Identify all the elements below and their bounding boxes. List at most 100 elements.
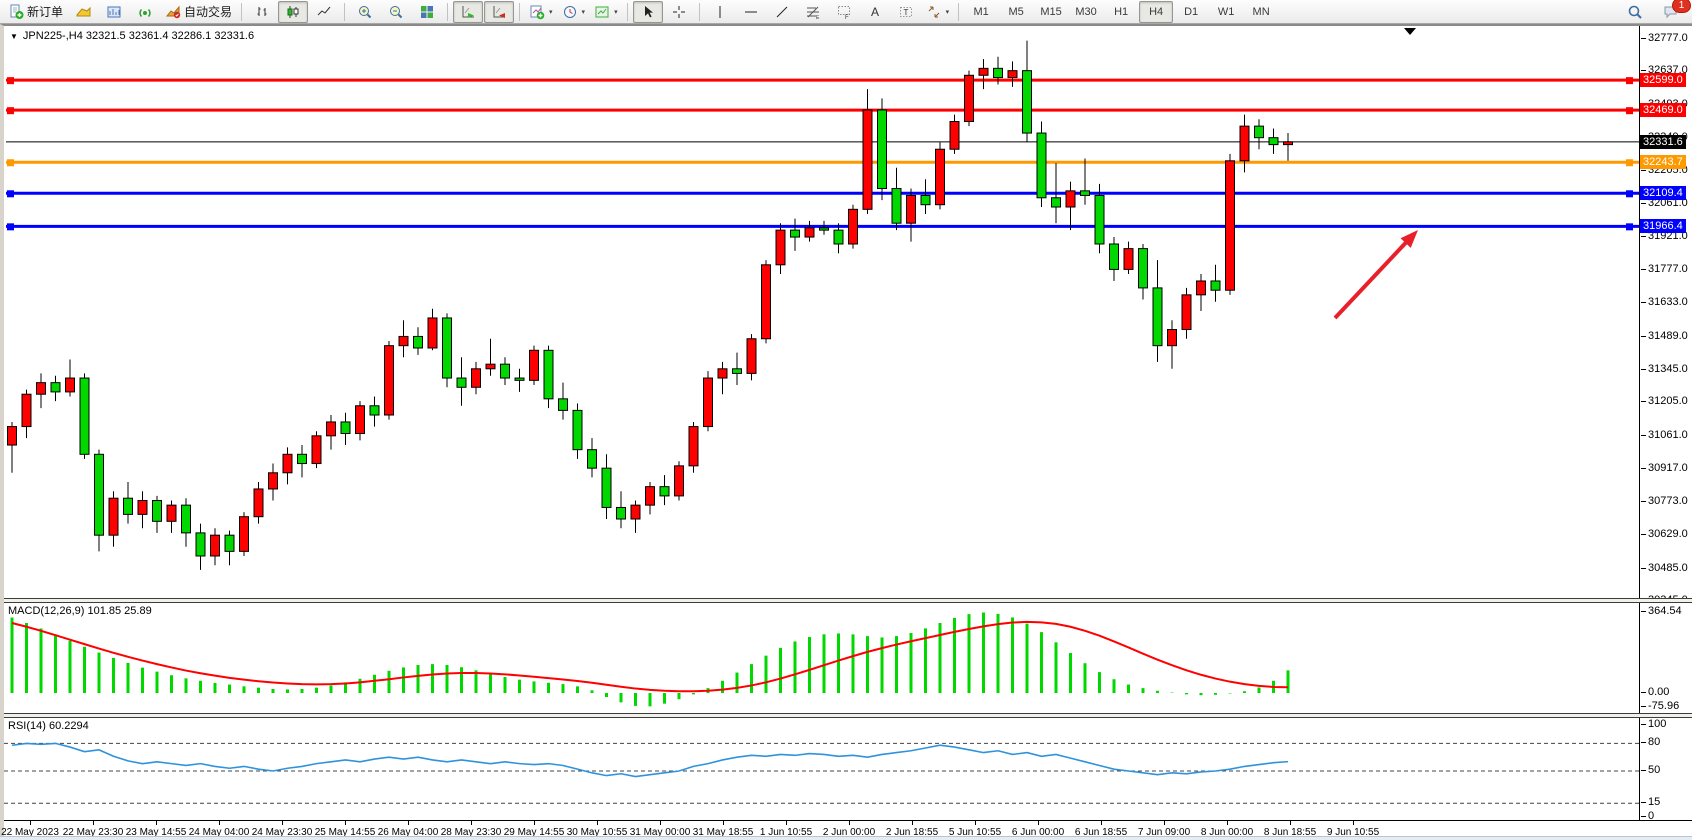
periods-button[interactable]: ▾	[558, 1, 590, 23]
market-watch-icon	[107, 6, 121, 17]
candlestick-chart-button[interactable]	[278, 0, 309, 23]
price-axis[interactable]: 32777.032637.032493.032349.032205.032061…	[1640, 26, 1692, 598]
bear-candle	[500, 363, 510, 379]
time-tick	[1227, 821, 1228, 825]
market-watch-button[interactable]	[99, 1, 129, 23]
macd-axis[interactable]: 364.54 0.00 -75.96	[1640, 603, 1692, 713]
toolbar-separator	[241, 2, 243, 21]
bull-candle	[65, 377, 75, 393]
horizontal-line-button[interactable]	[736, 1, 766, 23]
timeframe-d1-button[interactable]: D1	[1184, 5, 1199, 18]
price-line-label: 32469.0	[1640, 103, 1686, 118]
cursor-button[interactable]	[632, 0, 663, 23]
bull-candle	[1065, 190, 1076, 208]
candles-layer	[7, 40, 1293, 570]
bull-candle	[935, 148, 945, 206]
time-tick	[723, 821, 724, 825]
auto-scroll-button[interactable]	[453, 0, 484, 23]
chart-shift-button[interactable]	[484, 0, 515, 23]
svg-text:F: F	[845, 15, 849, 20]
tile-windows-button[interactable]	[412, 1, 442, 23]
time-tick	[975, 821, 976, 825]
toolbar-separator	[344, 2, 346, 21]
line-anchor	[7, 223, 14, 231]
price-tick-label: 30629.0	[1641, 528, 1688, 541]
bear-candle	[1254, 125, 1264, 139]
timeframe-mn-button[interactable]: MN	[1252, 5, 1270, 18]
line-anchor	[7, 190, 14, 198]
bull-candle	[384, 345, 394, 416]
bull-candle	[1283, 141, 1293, 146]
candlestick-chart[interactable]	[4, 26, 1639, 598]
templates-icon	[595, 6, 609, 17]
timeframe-m15-button[interactable]: M15	[1040, 5, 1062, 18]
profile-button[interactable]	[68, 1, 98, 23]
main-chart-plot[interactable]: ▼ JPN225-,H4 32321.5 32361.4 32286.1 323…	[4, 26, 1640, 598]
zoom-out-button[interactable]	[381, 1, 411, 23]
line-anchor	[1626, 107, 1633, 115]
price-tick-label: 32777.0	[1641, 32, 1688, 44]
vertical-line-button[interactable]	[705, 1, 735, 23]
time-label: 8 Jun 18:55	[1263, 827, 1317, 838]
timeframe-m30-button[interactable]: M30	[1075, 5, 1097, 18]
bar-chart-icon	[257, 6, 267, 16]
macd-pane[interactable]: MACD(12,26,9) 101.85 25.89	[4, 603, 1640, 713]
pane-separator[interactable]	[4, 598, 1692, 603]
bear-candle	[543, 349, 554, 400]
time-tick	[786, 821, 787, 825]
tile-windows-icon	[421, 5, 434, 18]
time-axis[interactable]: 22 May 2023 22 May 23:30 23 May 14:55 24 Ma…	[1, 820, 1692, 840]
macd-label: MACD(12,26,9) 101.85 25.89	[8, 605, 152, 617]
timeframe-w1-button[interactable]: W1	[1217, 5, 1235, 18]
macd-histogram	[10, 612, 1290, 707]
timeframe-m1-button[interactable]: M1	[973, 5, 989, 18]
bear-candle	[1036, 132, 1047, 199]
crosshair-button[interactable]	[664, 1, 694, 23]
timeframe-m5-button[interactable]: M5	[1008, 5, 1024, 18]
fibonacci-button[interactable]: E	[798, 1, 828, 23]
text-label-button[interactable]: T	[891, 1, 921, 23]
chevron-down-icon: ▾	[581, 8, 586, 16]
rsi-pane[interactable]: RSI(14) 60.2294	[4, 718, 1640, 820]
pane-separator[interactable]	[4, 713, 1692, 718]
time-tick	[345, 821, 346, 825]
time-label: 7 Jun 09:00	[1137, 827, 1191, 838]
rsi-axis[interactable]: 100 80 50 15 0	[1640, 718, 1692, 820]
crosshair-icon	[672, 5, 685, 18]
time-tick	[1101, 821, 1102, 825]
toolbar-separator	[626, 2, 628, 21]
bear-candle	[833, 229, 844, 245]
bull-candle	[427, 317, 438, 349]
line-chart-button[interactable]	[309, 1, 339, 23]
zoom-in-button[interactable]	[350, 1, 380, 23]
search-button[interactable]	[1620, 1, 1650, 23]
bar-chart-button[interactable]	[247, 1, 277, 23]
new-order-button[interactable]: 新订单	[4, 1, 67, 23]
bear-candle	[1210, 280, 1221, 291]
bear-candle	[123, 497, 133, 515]
rsi-chart[interactable]	[4, 718, 1639, 820]
arrows-button[interactable]: ▾	[922, 1, 954, 23]
line-anchor	[1626, 223, 1633, 231]
trendline-button[interactable]	[767, 1, 797, 23]
fibonacci-icon: E	[806, 6, 820, 20]
bear-candle	[1152, 287, 1163, 347]
timeframe-h1-button[interactable]: H1	[1114, 5, 1129, 18]
timeframe-h4-button[interactable]: H4	[1139, 0, 1174, 23]
indicators-button[interactable]: ▾	[525, 1, 557, 23]
notifications-button[interactable]: 1	[1656, 0, 1691, 23]
bear-candle	[587, 449, 597, 469]
bear-candle	[1051, 197, 1061, 208]
text-button[interactable]: A	[860, 1, 890, 23]
bear-candle	[94, 453, 104, 536]
signal-button[interactable]	[130, 1, 160, 23]
price-tick-label: 30345.0	[1648, 594, 1688, 598]
bull-candle	[166, 504, 177, 522]
templates-button[interactable]: ▾	[590, 1, 622, 23]
price-line-label: 31966.4	[1640, 219, 1686, 234]
bear-candle	[558, 398, 568, 411]
auto-trading-button[interactable]: 自动交易	[161, 1, 236, 23]
grid-button[interactable]: F	[829, 1, 859, 23]
macd-chart[interactable]	[4, 603, 1639, 713]
